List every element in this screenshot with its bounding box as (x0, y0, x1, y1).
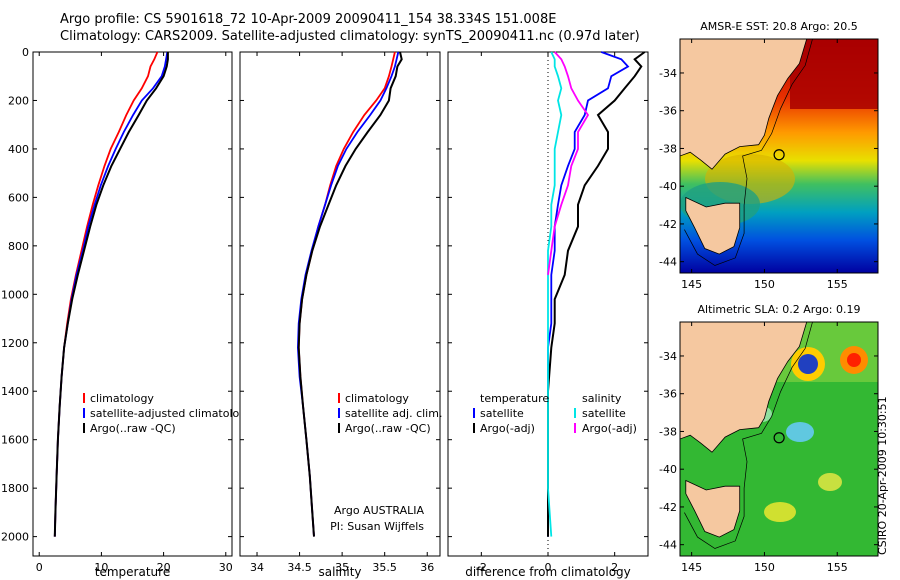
x-tick-label: 34.5 (287, 561, 312, 574)
y-tick-label: -42 (659, 218, 677, 231)
y-tick-label: 1800 (1, 482, 29, 495)
map-panel-0: -34 -36 -38 -40 -42 -44 145 150 155 AMSR-E SST: 2… (659, 20, 879, 291)
y-tick-label: -44 (659, 539, 677, 552)
x-tick-label: 155 (827, 278, 848, 291)
y-tick-label: -34 (659, 67, 677, 80)
legend-label: satellite adj. clim. (345, 407, 442, 420)
sla-eddy-warm-core (847, 353, 861, 367)
x-tick-label: 10 (94, 561, 108, 574)
legend-label: Argo(..raw -QC) (90, 422, 176, 435)
figure-title-line1: Argo profile: CS 5901618_72 10-Apr-2009 … (60, 12, 557, 27)
x-tick-label: 150 (754, 561, 775, 574)
panel-frame (32, 51, 233, 557)
x-tick-label: 0 (545, 561, 552, 574)
legend-label: satellite (480, 407, 524, 420)
panel-frame (239, 51, 441, 557)
land-mainland (680, 322, 808, 453)
y-tick-label: -40 (659, 180, 677, 193)
legend-title-salinity: salinity (582, 392, 622, 405)
series-line-3 (547, 51, 590, 276)
x-tick-label: 0 (36, 561, 43, 574)
annotation-argo-australia: Argo AUSTRALIA (334, 504, 424, 517)
series-line-2 (53, 52, 169, 537)
profile-panel-1: 34 34.5 35 35.5 36 salinity climatology satelli… (239, 51, 442, 579)
series-line-2 (297, 51, 403, 537)
legend-title-temperature: temperature (480, 392, 549, 405)
x-axis-label: temperature (95, 565, 170, 579)
y-tick-label: 600 (8, 191, 29, 204)
legend-label: Argo(..raw -QC) (345, 422, 431, 435)
x-axis-label: difference from climatology (465, 565, 631, 579)
y-tick-label: 200 (8, 94, 29, 107)
map-title: AMSR-E SST: 20.8 Argo: 20.5 (700, 20, 858, 33)
y-tick-label: -42 (659, 501, 677, 514)
x-tick-label: 35 (335, 561, 349, 574)
sla-cool-patch (786, 422, 814, 442)
series-line-1 (547, 51, 646, 537)
x-tick-label: 145 (681, 561, 702, 574)
x-tick-label: 36 (420, 561, 434, 574)
map-field (680, 322, 878, 556)
annotation-pi: PI: Susan Wijffels (330, 520, 424, 533)
y-tick-label: -36 (659, 105, 677, 118)
y-tick-label: -38 (659, 425, 677, 438)
y-tick-label: -38 (659, 142, 677, 155)
timestamp-stamp: CSIRO 20-Apr-2009 10:30:51 (876, 396, 889, 555)
y-tick-label: -40 (659, 463, 677, 476)
legend-label: satellite-adjusted climatology (90, 407, 253, 420)
figure-title-line2: Climatology: CARS2009. Satellite-adjuste… (60, 29, 640, 44)
sst-warm-core (790, 39, 878, 109)
x-axis-label: salinity (318, 565, 361, 579)
legend-label: Argo(-adj) (582, 422, 637, 435)
land-tasmania (685, 196, 741, 255)
map-title: Altimetric SLA: 0.2 Argo: 0.19 (697, 303, 860, 316)
series-line-2 (547, 51, 563, 537)
y-tick-label: 2000 (1, 531, 29, 544)
x-tick-label: 20 (157, 561, 171, 574)
legend-label: climatology (90, 392, 154, 405)
legend-label: climatology (345, 392, 409, 405)
map-frame (679, 38, 879, 274)
map-panels: -34 -36 -38 -40 -42 -44 145 150 155 AMSR-E SST: 2… (659, 20, 879, 574)
shelf-contour (684, 39, 813, 266)
legend-label: Argo(-adj) (480, 422, 535, 435)
land-mainland (680, 39, 808, 170)
x-tick-label: 2 (611, 561, 618, 574)
y-tick-label: 1200 (1, 337, 29, 350)
shelf-contour (684, 322, 813, 549)
y-tick-label: -34 (659, 350, 677, 363)
map-panel-1: -34 -36 -38 -40 -42 -44 145 150 155 Altimetric SL… (659, 303, 879, 574)
y-tick-label: 1400 (1, 385, 29, 398)
x-tick-label: 145 (681, 278, 702, 291)
y-tick-label: 1000 (1, 288, 29, 301)
argo-position-marker (773, 432, 785, 444)
sla-patch (818, 473, 842, 491)
y-tick-label: 1600 (1, 434, 29, 447)
y-tick-label: -36 (659, 388, 677, 401)
x-tick-label: 150 (754, 278, 775, 291)
map-frame (679, 321, 879, 557)
y-tick-label: 800 (8, 240, 29, 253)
profile-panel-0: 0 200 400 600 800 1000 1200 1400 1600 1800 2000 0 10… (1, 46, 253, 579)
sla-patch (764, 502, 796, 522)
y-tick-label: 0 (22, 46, 29, 59)
argo-position-marker (773, 149, 785, 161)
land-tasmania (685, 479, 741, 538)
x-tick-label: 30 (219, 561, 233, 574)
y-tick-label: -44 (659, 256, 677, 269)
map-field (680, 39, 878, 273)
legend-label: satellite (582, 407, 626, 420)
x-tick-label: 35.5 (372, 561, 397, 574)
x-tick-label: 155 (827, 561, 848, 574)
x-tick-label: 34 (250, 561, 264, 574)
sla-eddy-cold (798, 354, 818, 374)
y-tick-label: 400 (8, 143, 29, 156)
x-tick-label: -2 (476, 561, 487, 574)
